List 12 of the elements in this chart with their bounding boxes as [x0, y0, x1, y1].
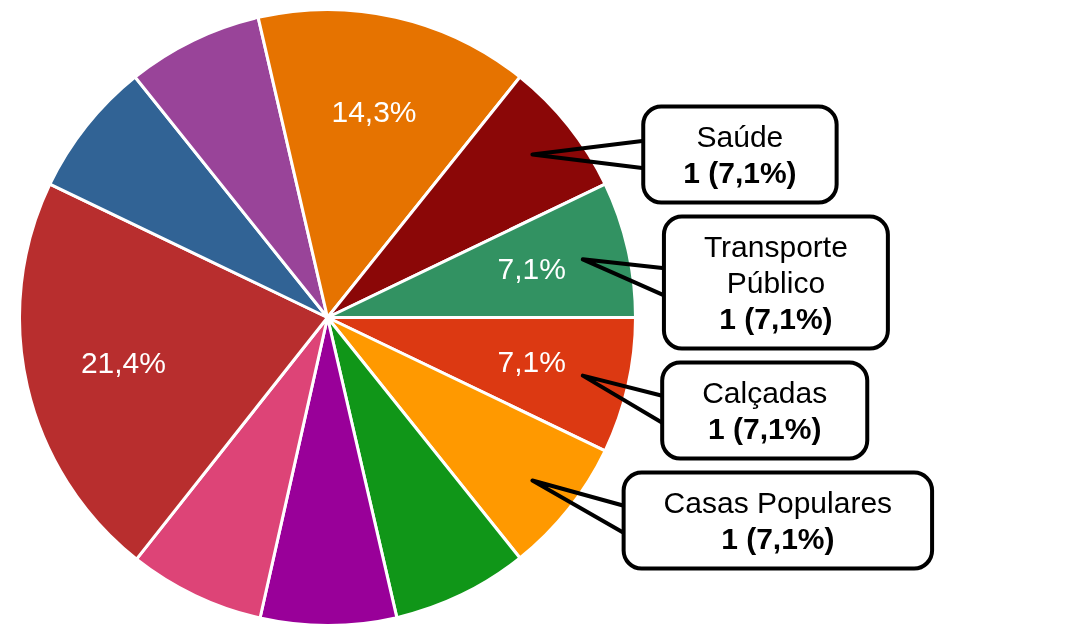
- data-label: 7,1%: [497, 252, 566, 286]
- slice-label: Calçadas: [701, 374, 829, 411]
- text: 1 (7,1%): [708, 411, 822, 445]
- slice-label: Casas Populares: [662, 484, 894, 521]
- slice-label: Saúde: [695, 118, 785, 155]
- text: 1 (7,1%): [721, 521, 835, 555]
- text: 1 (7,1%): [719, 301, 833, 335]
- text: 1 (7,1%): [683, 155, 797, 189]
- data-label: 7,1%: [497, 345, 566, 379]
- slice-label: Transporte Público: [702, 228, 849, 301]
- data-label: 21,4%: [80, 345, 166, 379]
- data-label: 14,3%: [331, 94, 417, 128]
